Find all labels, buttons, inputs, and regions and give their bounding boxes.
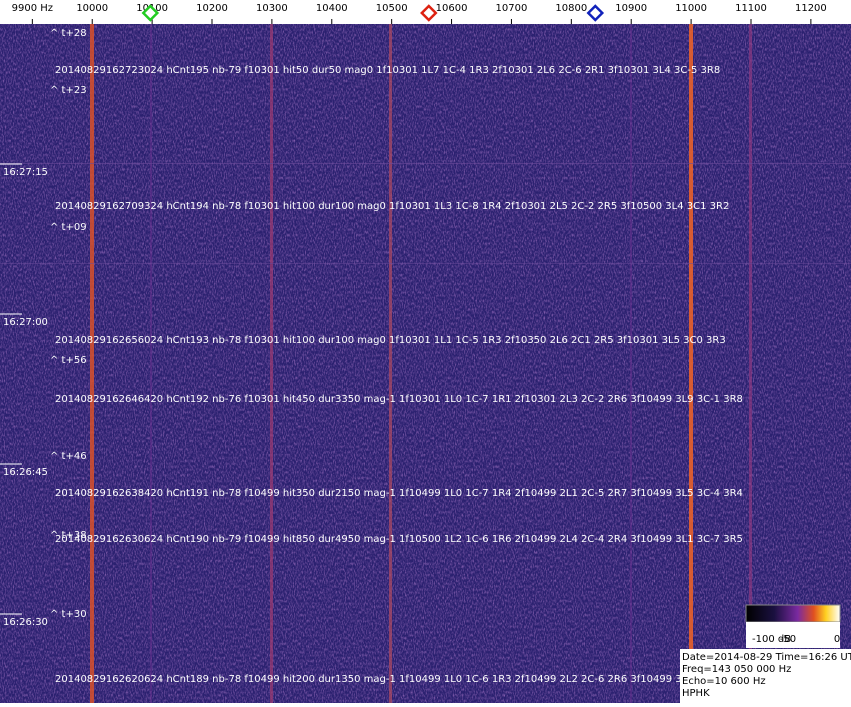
info-line: HPHK bbox=[682, 688, 710, 699]
time-label: 16:26:45 bbox=[3, 467, 48, 478]
tick-label: 9900 Hz bbox=[12, 3, 53, 14]
tick-label: 10900 bbox=[615, 3, 647, 14]
noise bbox=[0, 24, 851, 703]
info-line: Echo=10 600 Hz bbox=[682, 676, 766, 687]
row-line bbox=[0, 263, 851, 264]
marker bbox=[586, 4, 605, 22]
log-line: 20140829162630624 hCnt190 nb-79 f10499 h… bbox=[55, 534, 743, 545]
info-box bbox=[680, 649, 851, 703]
tick-label: 11000 bbox=[675, 3, 707, 14]
signal bbox=[389, 24, 392, 703]
tick-label: 10800 bbox=[555, 3, 587, 14]
marker bbox=[420, 4, 438, 22]
log-line: 20140829162620624 hCnt189 nb-78 f10499 h… bbox=[55, 674, 710, 685]
tick-label: 10600 bbox=[436, 3, 468, 14]
offset-label: ^ t+23 bbox=[50, 85, 87, 96]
offset-label: ^ t+28 bbox=[50, 28, 87, 39]
tick-label: 11200 bbox=[795, 3, 827, 14]
time-label: 16:26:30 bbox=[3, 617, 48, 628]
log-line: 20140829162638420 hCnt191 nb-78 f10499 h… bbox=[55, 488, 743, 499]
colorbar-scale bbox=[746, 622, 840, 648]
log-line: 20140829162646420 hCnt192 nb-76 f10301 h… bbox=[55, 394, 743, 405]
colorbar bbox=[745, 604, 841, 623]
signal bbox=[630, 24, 632, 703]
tick-label: 10500 bbox=[376, 3, 408, 14]
signal bbox=[150, 24, 152, 703]
colorbar-label: -100 dB bbox=[752, 634, 791, 645]
marker bbox=[141, 4, 160, 22]
offset-label: ^ t+38 bbox=[50, 530, 87, 541]
carrier bbox=[689, 24, 693, 703]
signal-lines bbox=[0, 24, 851, 703]
info-line: Freq=143 050 000 Hz bbox=[682, 664, 791, 675]
row-line bbox=[0, 163, 851, 164]
colorbar-label: 0 bbox=[834, 634, 840, 645]
log-line: 20140829162723024 hCnt195 nb-79 f10301 h… bbox=[55, 65, 720, 76]
tick-label: 10300 bbox=[256, 3, 288, 14]
offset-label: ^ t+09 bbox=[50, 222, 87, 233]
info-line: Date=2014-08-29 Time=16:26 UTC bbox=[682, 652, 851, 663]
offset-label: ^ t+30 bbox=[50, 609, 87, 620]
carrier bbox=[90, 24, 94, 703]
tick-label: 10700 bbox=[496, 3, 528, 14]
signal bbox=[270, 24, 273, 703]
signal bbox=[749, 24, 752, 703]
offset-label: ^ t+46 bbox=[50, 451, 87, 462]
time-label: 16:27:00 bbox=[3, 317, 48, 328]
colorbar-label: -50 bbox=[780, 634, 796, 645]
tick-label: 10400 bbox=[316, 3, 348, 14]
tick-label: 10200 bbox=[196, 3, 228, 14]
time-label: 16:27:15 bbox=[3, 167, 48, 178]
log-line: 20140829162656024 hCnt193 nb-78 f10301 h… bbox=[55, 335, 726, 346]
tick-label: 10000 bbox=[76, 3, 108, 14]
log-line: 20140829162709324 hCnt194 nb-78 f10301 h… bbox=[55, 201, 729, 212]
offset-label: ^ t+56 bbox=[50, 355, 87, 366]
tick-label: 11100 bbox=[735, 3, 767, 14]
